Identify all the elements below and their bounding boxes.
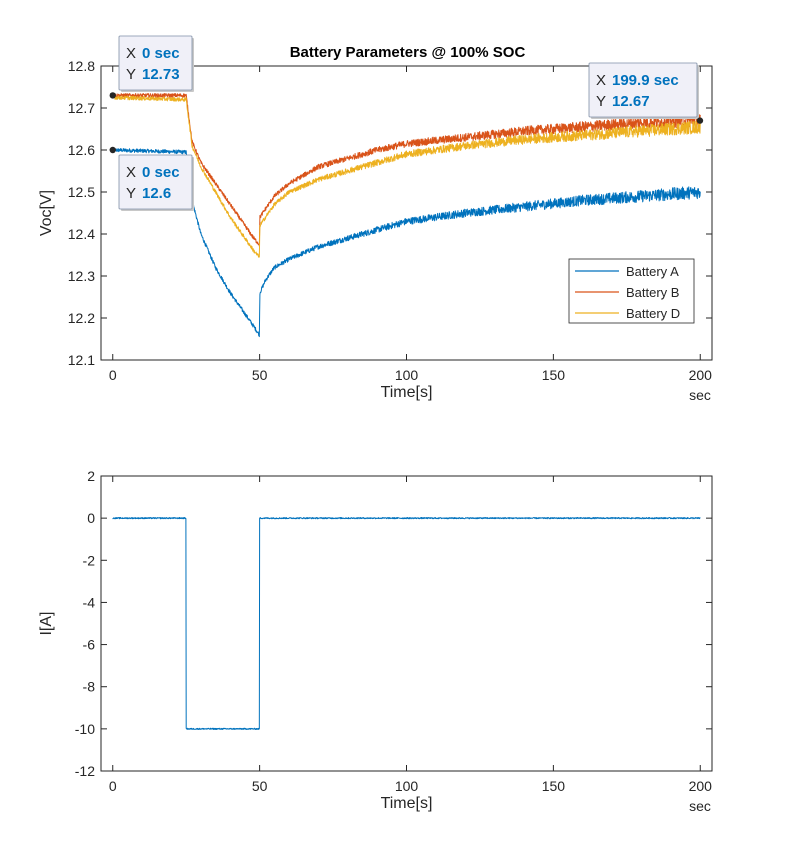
datatip-x-value: 199.9 sec (612, 72, 679, 89)
x-tick-label: 0 (109, 367, 117, 383)
datatip-x-value: 0 sec (142, 45, 180, 62)
x-tick-label: 150 (542, 778, 566, 794)
x-tick-label: 0 (109, 778, 117, 794)
x-tick-label: 50 (252, 367, 268, 383)
legend-box (568, 258, 695, 324)
voltage-series-group (112, 93, 701, 338)
datatip-x-key: X (126, 164, 136, 181)
y-tick-label: -6 (83, 637, 96, 653)
current-y-axis-label: I[A] (38, 611, 55, 635)
x-tick-label: 100 (395, 367, 419, 383)
current-x-axis-label: Time[s] (381, 795, 433, 812)
datatip-y-key: Y (126, 185, 136, 202)
series-line-battery-b[interactable] (112, 93, 701, 247)
legend-entry: Battery A (626, 264, 679, 279)
y-tick-label: 12.8 (68, 58, 95, 74)
voltage-axes: 0 50 100 150 200 12.1 12.2 12.3 12.4 12.5 12.6 12.7… (38, 35, 713, 403)
y-tick-label: -12 (75, 763, 95, 779)
datatip-marker[interactable] (696, 117, 704, 124)
legend-entry: Battery B (626, 285, 679, 300)
y-tick-label: 12.7 (68, 100, 95, 116)
datatip-marker[interactable] (109, 146, 116, 154)
current-axes: 0 50 100 150 200 -12 -10 -8 -6 -4 -2 0 2 Time[s] sec… (38, 468, 713, 814)
datatip-y-key: Y (596, 93, 606, 110)
voltage-axis-ticks: 0 50 100 150 200 12.1 12.2 12.3 12.4 12.5 12.6 12.7… (68, 58, 712, 383)
datatip-y-key: Y (126, 66, 136, 83)
y-tick-label: 2 (87, 468, 95, 484)
y-tick-label: 0 (87, 510, 95, 526)
series-line-battery-d[interactable] (112, 95, 701, 258)
datatip-x-key: X (596, 72, 606, 89)
y-tick-label: -2 (83, 552, 96, 568)
datatips-group[interactable]: X 0 sec Y 12.73 X 0 sec Y 12.6 X 199.9 sec Y 12.67 (109, 35, 704, 211)
y-tick-label: 12.5 (68, 184, 95, 200)
y-tick-label: -8 (83, 679, 96, 695)
y-tick-label: 12.3 (68, 268, 95, 284)
x-tick-label: 100 (395, 778, 419, 794)
voltage-x-axis-label: Time[s] (381, 384, 433, 401)
datatip[interactable]: X 0 sec Y 12.73 (109, 35, 194, 99)
x-tick-label: 150 (542, 367, 566, 383)
y-tick-label: 12.4 (68, 226, 95, 242)
datatip[interactable]: X 0 sec Y 12.6 (109, 146, 194, 211)
datatip-box (118, 154, 193, 210)
datatip-y-value: 12.6 (142, 185, 171, 202)
x-tick-label: 200 (689, 367, 713, 383)
series-line-current[interactable] (112, 517, 701, 730)
datatip-box (588, 62, 698, 118)
x-tick-label: 50 (252, 778, 268, 794)
voltage-y-axis-label: Voc[V] (38, 190, 55, 236)
datatip-y-value: 12.67 (612, 93, 650, 110)
datatip-x-key: X (126, 45, 136, 62)
x-tick-label: 200 (689, 778, 713, 794)
voltage-x-unit-label: sec (689, 387, 711, 403)
y-tick-label: -4 (83, 594, 96, 610)
datatip-marker[interactable] (109, 92, 116, 99)
current-series-group (112, 517, 701, 730)
legend[interactable]: Battery A Battery B Battery D (568, 258, 695, 324)
current-plot-area (100, 475, 713, 772)
y-tick-label: 12.6 (68, 142, 95, 158)
y-tick-label: 12.2 (68, 310, 95, 326)
datatip-x-value: 0 sec (142, 164, 180, 181)
y-tick-label: 12.1 (68, 352, 95, 368)
current-axis-ticks: 0 50 100 150 200 -12 -10 -8 -6 -4 -2 0 2 (75, 468, 712, 794)
datatip-y-value: 12.73 (142, 66, 180, 83)
y-tick-label: -10 (75, 721, 95, 737)
legend-entry: Battery D (626, 306, 680, 321)
series-line-battery-a[interactable] (112, 147, 701, 338)
current-x-unit-label: sec (689, 798, 711, 814)
datatip[interactable]: X 199.9 sec Y 12.67 (588, 62, 704, 124)
datatip-box (118, 35, 193, 91)
chart-title: Battery Parameters @ 100% SOC (290, 44, 526, 61)
